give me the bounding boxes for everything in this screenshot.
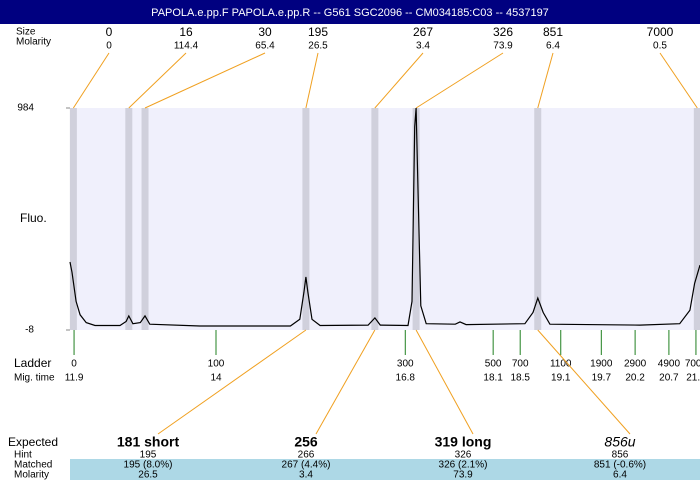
molarity: 73.9 — [453, 470, 473, 480]
peak-size: 0 — [106, 25, 113, 39]
ladder-size: 4900 — [658, 359, 681, 370]
peak-size: 267 — [413, 25, 433, 39]
ladder-time: 21.1 — [686, 373, 700, 384]
peak-connector — [128, 52, 187, 109]
ladder-time: 16.8 — [396, 373, 416, 384]
ladder-size: 2900 — [624, 359, 647, 370]
peak-connector — [415, 52, 504, 109]
peak-band — [302, 108, 310, 330]
peak-size: 851 — [543, 25, 563, 39]
ladder-size: 7000 — [685, 359, 700, 370]
ladder-size: 1900 — [590, 359, 613, 370]
expected-row-label: Hint — [14, 450, 32, 461]
expected-name: 319 long — [435, 434, 492, 450]
ladder-size: 1100 — [550, 359, 572, 370]
peak-molarity: 6.4 — [546, 41, 560, 52]
expected-connector — [415, 329, 474, 435]
peak-connector — [659, 52, 698, 109]
expected-row-label: Matched — [14, 460, 52, 471]
ladder-time: 14 — [210, 373, 222, 384]
peak-band — [69, 108, 77, 330]
hint: 326 — [455, 450, 472, 461]
peak-band — [412, 108, 420, 330]
hint: 195 — [140, 450, 157, 461]
trace — [69, 107, 700, 327]
size-label: Size — [16, 27, 36, 38]
matched: 851 (-0.6%) — [594, 460, 646, 471]
peak-connector — [72, 52, 110, 109]
expected-name: 856u — [604, 434, 635, 450]
y-tick-label: -8 — [25, 325, 34, 336]
peak-molarity: 0.5 — [653, 41, 667, 52]
peak-connector — [144, 52, 266, 109]
expected-row-label: Expected — [8, 435, 58, 449]
ladder-time: 20.7 — [659, 373, 679, 384]
molarity: 3.4 — [299, 470, 313, 480]
peak-connector — [537, 52, 554, 109]
ladder-time: 19.1 — [551, 373, 571, 384]
ladder-time: 19.7 — [592, 373, 612, 384]
peak-band — [371, 108, 379, 330]
peak-connector — [374, 52, 424, 109]
matched-rows — [70, 459, 700, 480]
peak-molarity: 26.5 — [308, 41, 328, 52]
molarity: 6.4 — [613, 470, 627, 480]
y-tick-label: 984 — [17, 103, 34, 114]
expected-name: 181 short — [117, 434, 180, 450]
peak-band — [534, 108, 542, 330]
peak-size: 195 — [308, 25, 328, 39]
ladder-size: 100 — [208, 359, 225, 370]
mig-time-label: Mig. time — [14, 373, 55, 384]
expected-connector — [537, 329, 631, 435]
ladder-size: 500 — [485, 359, 502, 370]
title-bar — [0, 0, 700, 24]
ladder-size: 0 — [71, 359, 77, 370]
window-title: PAPOLA.e.pp.F PAPOLA.e.pp.R -- G561 SGC2… — [151, 7, 549, 19]
peak-molarity: 114.4 — [174, 41, 199, 52]
peak-molarity: 3.4 — [416, 41, 430, 52]
expected-row-label: Molarity — [14, 470, 49, 480]
peak-band — [125, 108, 133, 330]
ladder-time: 18.1 — [483, 373, 503, 384]
matched: 326 (2.1%) — [439, 460, 488, 471]
plot-area — [70, 108, 700, 330]
peak-molarity: 0 — [106, 41, 112, 52]
peak-size: 16 — [179, 25, 193, 39]
peak-band — [693, 108, 700, 330]
ladder-time: 20.2 — [625, 373, 645, 384]
expected-connector — [157, 329, 307, 435]
matched: 267 (4.4%) — [282, 460, 331, 471]
y-axis-label: Fluo. — [20, 211, 47, 225]
peak-size: 326 — [493, 25, 513, 39]
ladder-label: Ladder — [14, 356, 51, 370]
matched: 195 (8.0%) — [124, 460, 173, 471]
hint: 856 — [612, 450, 629, 461]
peak-band — [141, 108, 149, 330]
expected-connector — [315, 329, 376, 435]
ladder-time: 11.9 — [65, 373, 84, 384]
bands — [69, 108, 700, 330]
peak-molarity: 73.9 — [493, 41, 513, 52]
peak-connector — [305, 52, 319, 109]
peak-size: 30 — [258, 25, 272, 39]
expected-name: 256 — [294, 434, 318, 450]
ladder-size: 700 — [512, 359, 529, 370]
peak-size: 7000 — [647, 25, 674, 39]
ladder-time: 18.5 — [510, 373, 530, 384]
molarity-label: Molarity — [16, 37, 51, 48]
molarity: 26.5 — [138, 470, 158, 480]
ladder-size: 300 — [397, 359, 414, 370]
hint: 266 — [298, 450, 315, 461]
layer: 984 -8 0 0 16 114.4 30 65.4 195 26.5 267 3.4 326 73.9… — [8, 25, 700, 480]
peak-molarity: 65.4 — [255, 41, 275, 52]
